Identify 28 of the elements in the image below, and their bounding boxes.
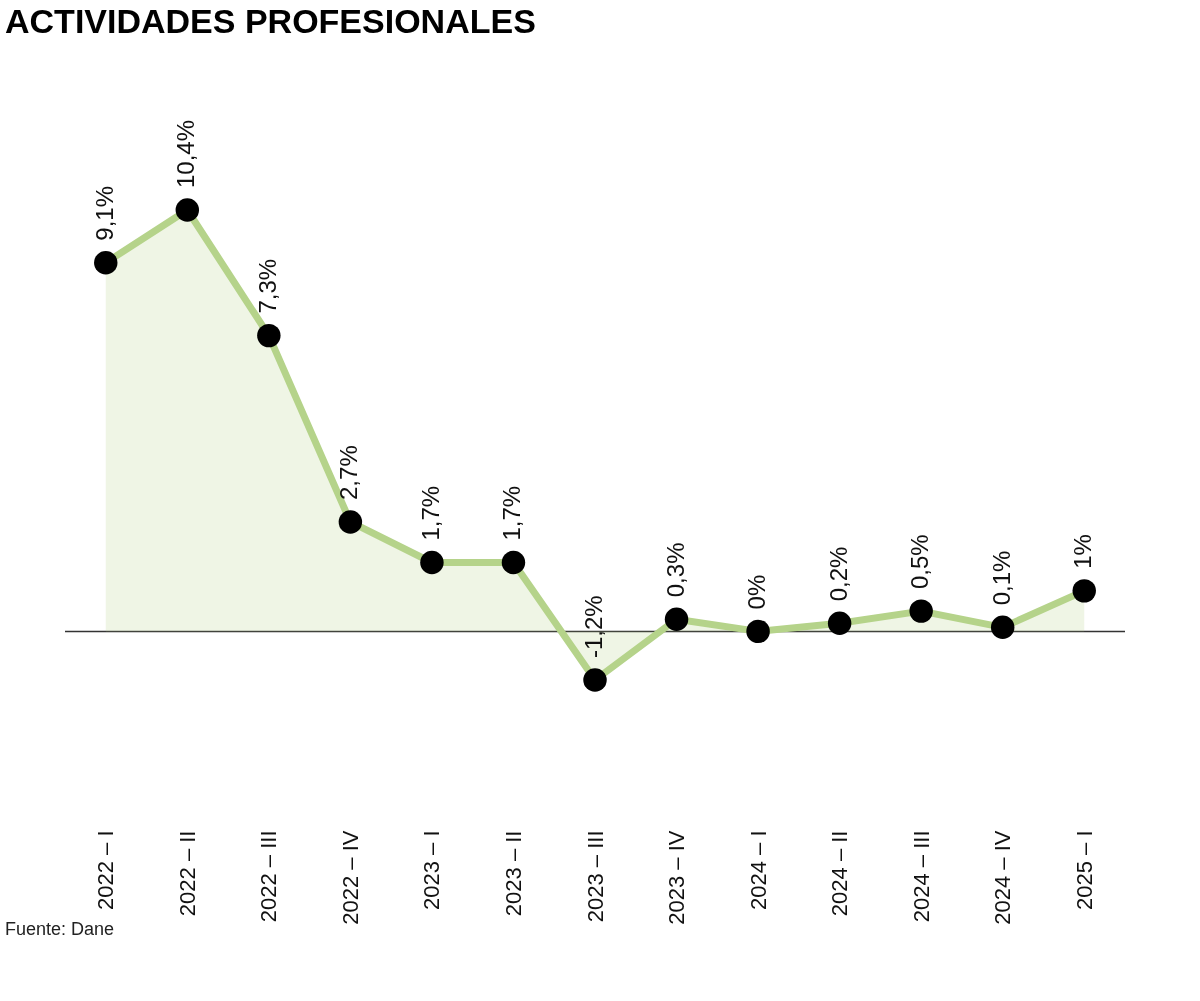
x-tick-label: 2022 – I xyxy=(93,830,119,911)
data-label: 1,7% xyxy=(498,485,526,541)
source-note: Fuente: Dane xyxy=(5,919,115,939)
data-label: 0% xyxy=(743,574,771,610)
x-tick-label: 2025 – I xyxy=(1071,830,1097,911)
x-tick-label: 2024 – I xyxy=(745,830,771,911)
data-label: 0,5% xyxy=(906,534,934,590)
data-label: 9,1% xyxy=(90,185,118,241)
data-label: 1% xyxy=(1069,534,1097,569)
x-tick-label: 2023 – IV xyxy=(664,830,690,925)
x-tick-label: 2023 – II xyxy=(500,830,526,917)
chart-title: ACTIVIDADES PROFESIONALES xyxy=(5,1,536,40)
x-tick-label: 2023 – I xyxy=(419,830,445,911)
data-label: 0,1% xyxy=(987,550,1015,606)
data-label: 0,2% xyxy=(824,546,852,602)
x-tick-label: 2024 – IV xyxy=(990,830,1016,925)
data-label: 2,7% xyxy=(335,445,363,500)
data-label: 7,3% xyxy=(253,258,281,314)
data-label: -1,2% xyxy=(580,595,607,658)
x-tick-label: 2022 – III xyxy=(256,830,282,923)
data-label: 10,4% xyxy=(172,119,200,188)
data-label: 0,3% xyxy=(661,542,689,598)
x-tick-label: 2022 – II xyxy=(174,830,200,917)
x-tick-label: 2023 – III xyxy=(582,830,608,923)
x-tick-label: 2024 – III xyxy=(908,830,934,923)
x-tick-label: 2022 – IV xyxy=(337,830,363,925)
data-label: 1,7% xyxy=(416,485,444,541)
x-tick-label: 2024 – II xyxy=(827,830,853,917)
